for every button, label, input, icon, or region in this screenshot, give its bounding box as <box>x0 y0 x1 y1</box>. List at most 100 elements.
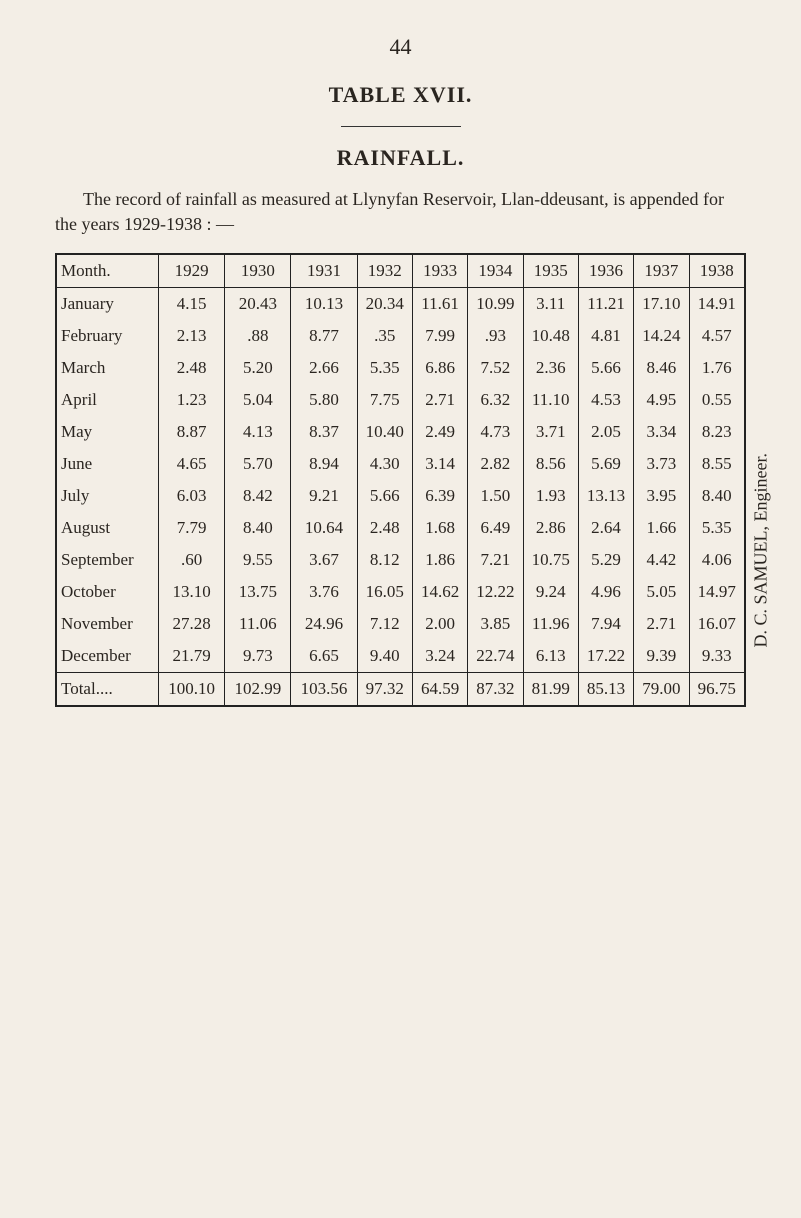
value-cell: 7.21 <box>468 544 523 576</box>
value-cell: 7.52 <box>468 352 523 384</box>
table-row: September.609.553.678.121.867.2110.755.2… <box>56 544 745 576</box>
header-year: 1935 <box>523 254 578 288</box>
total-cell: 103.56 <box>291 673 357 707</box>
value-cell: 1.93 <box>523 480 578 512</box>
value-cell: 3.24 <box>412 640 467 673</box>
value-cell: 4.30 <box>357 448 412 480</box>
table-row: June4.655.708.944.303.142.828.565.693.73… <box>56 448 745 480</box>
value-cell: 6.32 <box>468 384 523 416</box>
value-cell: 20.43 <box>225 288 291 321</box>
value-cell: 12.22 <box>468 576 523 608</box>
header-year: 1937 <box>634 254 689 288</box>
value-cell: 1.66 <box>634 512 689 544</box>
month-cell: May <box>56 416 159 448</box>
value-cell: 8.46 <box>634 352 689 384</box>
header-year: 1934 <box>468 254 523 288</box>
value-cell: 10.75 <box>523 544 578 576</box>
value-cell: 3.14 <box>412 448 467 480</box>
value-cell: 17.10 <box>634 288 689 321</box>
total-cell: 85.13 <box>578 673 633 707</box>
value-cell: 9.24 <box>523 576 578 608</box>
value-cell: 2.36 <box>523 352 578 384</box>
header-year: 1929 <box>159 254 225 288</box>
value-cell: 9.39 <box>634 640 689 673</box>
month-cell: January <box>56 288 159 321</box>
value-cell: 6.65 <box>291 640 357 673</box>
value-cell: 21.79 <box>159 640 225 673</box>
value-cell: .93 <box>468 320 523 352</box>
month-cell: April <box>56 384 159 416</box>
total-cell: 102.99 <box>225 673 291 707</box>
value-cell: 8.55 <box>689 448 745 480</box>
value-cell: 1.68 <box>412 512 467 544</box>
value-cell: 3.76 <box>291 576 357 608</box>
value-cell: 2.71 <box>634 608 689 640</box>
value-cell: 14.91 <box>689 288 745 321</box>
value-cell: 4.65 <box>159 448 225 480</box>
value-cell: 4.15 <box>159 288 225 321</box>
value-cell: 10.13 <box>291 288 357 321</box>
value-cell: 5.29 <box>578 544 633 576</box>
header-year: 1936 <box>578 254 633 288</box>
total-cell: 87.32 <box>468 673 523 707</box>
total-cell: 96.75 <box>689 673 745 707</box>
value-cell: 2.82 <box>468 448 523 480</box>
value-cell: 8.77 <box>291 320 357 352</box>
month-cell: June <box>56 448 159 480</box>
value-cell: 22.74 <box>468 640 523 673</box>
value-cell: 5.20 <box>225 352 291 384</box>
value-cell: 3.71 <box>523 416 578 448</box>
value-cell: 7.79 <box>159 512 225 544</box>
header-year: 1933 <box>412 254 467 288</box>
value-cell: 14.24 <box>634 320 689 352</box>
value-cell: 8.12 <box>357 544 412 576</box>
value-cell: 4.96 <box>578 576 633 608</box>
table-row: November27.2811.0624.967.122.003.8511.96… <box>56 608 745 640</box>
value-cell: 8.37 <box>291 416 357 448</box>
value-cell: 6.39 <box>412 480 467 512</box>
month-cell: November <box>56 608 159 640</box>
value-cell: 3.95 <box>634 480 689 512</box>
value-cell: 9.40 <box>357 640 412 673</box>
value-cell: 6.86 <box>412 352 467 384</box>
value-cell: 8.42 <box>225 480 291 512</box>
table-row: April1.235.045.807.752.716.3211.104.534.… <box>56 384 745 416</box>
value-cell: 3.73 <box>634 448 689 480</box>
value-cell: 8.87 <box>159 416 225 448</box>
value-cell: 1.86 <box>412 544 467 576</box>
value-cell: 13.10 <box>159 576 225 608</box>
header-month: Month. <box>56 254 159 288</box>
month-cell: February <box>56 320 159 352</box>
value-cell: 3.67 <box>291 544 357 576</box>
value-cell: 5.35 <box>689 512 745 544</box>
value-cell: 6.13 <box>523 640 578 673</box>
value-cell: 14.97 <box>689 576 745 608</box>
value-cell: 4.13 <box>225 416 291 448</box>
month-cell: October <box>56 576 159 608</box>
month-cell: December <box>56 640 159 673</box>
value-cell: .35 <box>357 320 412 352</box>
table-row: May8.874.138.3710.402.494.733.712.053.34… <box>56 416 745 448</box>
header-year: 1930 <box>225 254 291 288</box>
total-cell: 64.59 <box>412 673 467 707</box>
value-cell: 13.13 <box>578 480 633 512</box>
table-row: July6.038.429.215.666.391.501.9313.133.9… <box>56 480 745 512</box>
value-cell: 9.73 <box>225 640 291 673</box>
table-wrap: Month. 1929 1930 1931 1932 1933 1934 193… <box>55 253 746 707</box>
value-cell: 5.35 <box>357 352 412 384</box>
value-cell: 0.55 <box>689 384 745 416</box>
month-cell: September <box>56 544 159 576</box>
value-cell: 10.48 <box>523 320 578 352</box>
value-cell: 1.76 <box>689 352 745 384</box>
value-cell: 9.55 <box>225 544 291 576</box>
table-name-heading: TABLE XVII. <box>55 82 746 108</box>
total-cell: 100.10 <box>159 673 225 707</box>
value-cell: 4.73 <box>468 416 523 448</box>
value-cell: 11.06 <box>225 608 291 640</box>
value-cell: 1.50 <box>468 480 523 512</box>
value-cell: 8.94 <box>291 448 357 480</box>
value-cell: 4.95 <box>634 384 689 416</box>
value-cell: 11.10 <box>523 384 578 416</box>
month-cell: July <box>56 480 159 512</box>
value-cell: 2.13 <box>159 320 225 352</box>
